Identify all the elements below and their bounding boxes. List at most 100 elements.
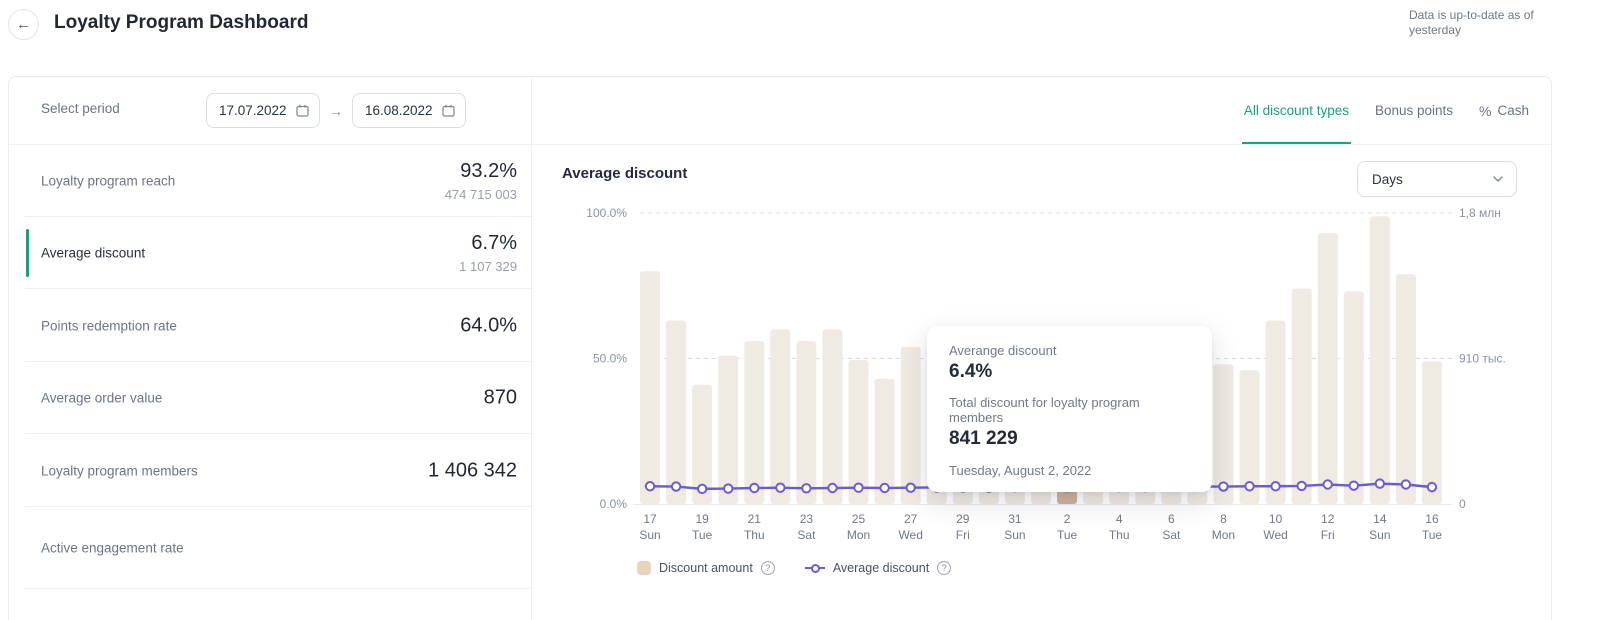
chart-bar[interactable] xyxy=(1265,320,1286,504)
chart-bar[interactable] xyxy=(1369,216,1390,504)
x-tick-weekday: Mon xyxy=(1212,528,1235,542)
chart-bar[interactable] xyxy=(1291,288,1312,504)
chart-point[interactable] xyxy=(644,481,656,492)
metric-subvalue: 1 107 329 xyxy=(459,259,517,274)
metric-row-points-redemption-rate[interactable]: Points redemption rate 64.0% xyxy=(9,289,531,362)
calendar-icon xyxy=(296,104,309,117)
metric-value: 93.2% xyxy=(460,159,517,182)
x-tick-day: 27 xyxy=(904,512,918,526)
chart-bar[interactable] xyxy=(744,341,765,504)
tab-all-discount-types[interactable]: All discount types xyxy=(1241,77,1352,144)
chart-bar[interactable] xyxy=(848,359,869,504)
tab-label: All discount types xyxy=(1243,103,1349,118)
chart-point[interactable] xyxy=(879,482,890,494)
x-tick-weekday: Wed xyxy=(898,528,922,542)
chart-bar[interactable] xyxy=(666,320,687,504)
metrics-sidebar: Select period 17.07.2022 → 16.08.2022 xyxy=(9,77,531,620)
chart-bar[interactable] xyxy=(1343,291,1364,504)
metric-row-average-order-value[interactable]: Average order value 870 xyxy=(9,362,531,434)
x-tick-day: 6 xyxy=(1168,512,1175,526)
chart-point[interactable] xyxy=(670,481,682,492)
metric-values: 6.7% 1 107 329 xyxy=(459,232,517,274)
chart-bar[interactable] xyxy=(1239,370,1260,504)
right-axis-label: 1,8 млн xyxy=(1459,206,1501,220)
metric-values: 1 406 342 xyxy=(428,459,517,482)
chart-point[interactable] xyxy=(1374,478,1386,489)
chart-point[interactable] xyxy=(1426,481,1438,493)
tooltip-metric-label: Averange discount xyxy=(949,343,1057,358)
x-tick-weekday: Mon xyxy=(847,528,870,542)
chart-bar[interactable] xyxy=(1395,274,1416,504)
x-tick-weekday: Sun xyxy=(1369,528,1390,542)
x-tick-weekday: Wed xyxy=(1263,528,1287,542)
chart-point[interactable] xyxy=(853,482,864,493)
line-swatch-icon xyxy=(804,563,825,573)
date-range-group: 17.07.2022 → 16.08.2022 xyxy=(206,93,466,128)
chart-point[interactable] xyxy=(696,483,708,495)
tab-bonus-points[interactable]: Bonus points xyxy=(1375,77,1453,144)
chart-bar[interactable] xyxy=(900,346,921,504)
metric-values: 870 xyxy=(484,387,517,410)
chart-bar[interactable] xyxy=(822,329,843,504)
metric-value: 1 406 342 xyxy=(428,459,517,481)
chart-bar[interactable] xyxy=(640,271,661,504)
chart-point[interactable] xyxy=(801,483,812,494)
x-tick-day: 29 xyxy=(956,512,970,526)
arrow-left-icon: ← xyxy=(16,16,31,33)
range-arrow-icon: → xyxy=(329,102,343,119)
date-from-value: 17.07.2022 xyxy=(219,103,287,118)
chart-point[interactable] xyxy=(1270,481,1281,492)
chart-point[interactable] xyxy=(1400,479,1412,490)
percent-icon: % xyxy=(1479,102,1492,119)
discount-type-tabs: All discount types Bonus points % Cash xyxy=(1241,77,1553,144)
select-period-label: Select period xyxy=(41,101,120,116)
back-button[interactable]: ← xyxy=(8,9,39,40)
x-tick-day: 16 xyxy=(1425,512,1439,526)
metric-label: Average discount xyxy=(41,245,146,261)
tooltip-total-label: Total discount for loyalty program membe… xyxy=(949,395,1140,425)
chart-bar[interactable] xyxy=(1213,364,1234,504)
granularity-select[interactable]: Days xyxy=(1357,161,1517,197)
chart-point[interactable] xyxy=(723,483,734,494)
chart-point[interactable] xyxy=(1218,481,1229,492)
chart-bar[interactable] xyxy=(796,341,817,504)
chart-point[interactable] xyxy=(1348,480,1359,491)
tooltip-metric-value: 6.4% xyxy=(949,361,993,382)
date-from-input[interactable]: 17.07.2022 xyxy=(206,93,320,128)
chart-point[interactable] xyxy=(1322,479,1333,490)
bar-swatch-icon xyxy=(637,561,651,575)
dashboard-card: Select period 17.07.2022 → 16.08.2022 xyxy=(8,76,1552,620)
x-tick-day: 4 xyxy=(1116,512,1123,526)
tab-cash[interactable]: % Cash xyxy=(1479,77,1529,144)
chart-point[interactable] xyxy=(827,482,838,494)
metric-row-active-engagement-rate[interactable]: Active engagement rate xyxy=(9,507,531,589)
chart-bar[interactable] xyxy=(1421,361,1442,504)
help-icon[interactable]: ? xyxy=(937,561,952,575)
metric-value: 64.0% xyxy=(460,314,517,336)
chart-title: Average discount xyxy=(562,165,688,182)
chart-point[interactable] xyxy=(749,482,760,494)
metric-label: Loyalty program reach xyxy=(41,173,176,188)
right-axis-label: 0 xyxy=(1459,497,1466,511)
chart-bar[interactable] xyxy=(692,384,713,504)
chart-point[interactable] xyxy=(905,482,916,493)
tooltip-date: Tuesday, August 2, 2022 xyxy=(949,463,1092,478)
chart-point[interactable] xyxy=(1296,480,1307,492)
chart-bar[interactable] xyxy=(770,329,791,504)
metric-row-loyalty-program-reach[interactable]: Loyalty program reach 93.2% 474 715 003 xyxy=(9,144,531,217)
metric-row-loyalty-program-members[interactable]: Loyalty program members 1 406 342 xyxy=(9,434,531,507)
chart-point[interactable] xyxy=(775,482,786,493)
x-tick-day: 31 xyxy=(1008,512,1022,526)
date-to-input[interactable]: 16.08.2022 xyxy=(352,93,466,128)
chart-legend: Discount amount ? Average discount ? xyxy=(637,561,952,575)
period-row: Select period 17.07.2022 → 16.08.2022 xyxy=(9,77,531,144)
chart-point[interactable] xyxy=(1244,481,1255,492)
metric-row-average-discount[interactable]: Average discount 6.7% 1 107 329 xyxy=(9,217,531,289)
x-tick-weekday: Fri xyxy=(1321,528,1335,542)
chart-bar[interactable] xyxy=(718,355,739,504)
help-icon[interactable]: ? xyxy=(760,561,775,575)
metric-subvalue: 474 715 003 xyxy=(444,186,517,202)
chart-bar[interactable] xyxy=(1317,233,1338,505)
chart-bar[interactable] xyxy=(874,378,895,504)
